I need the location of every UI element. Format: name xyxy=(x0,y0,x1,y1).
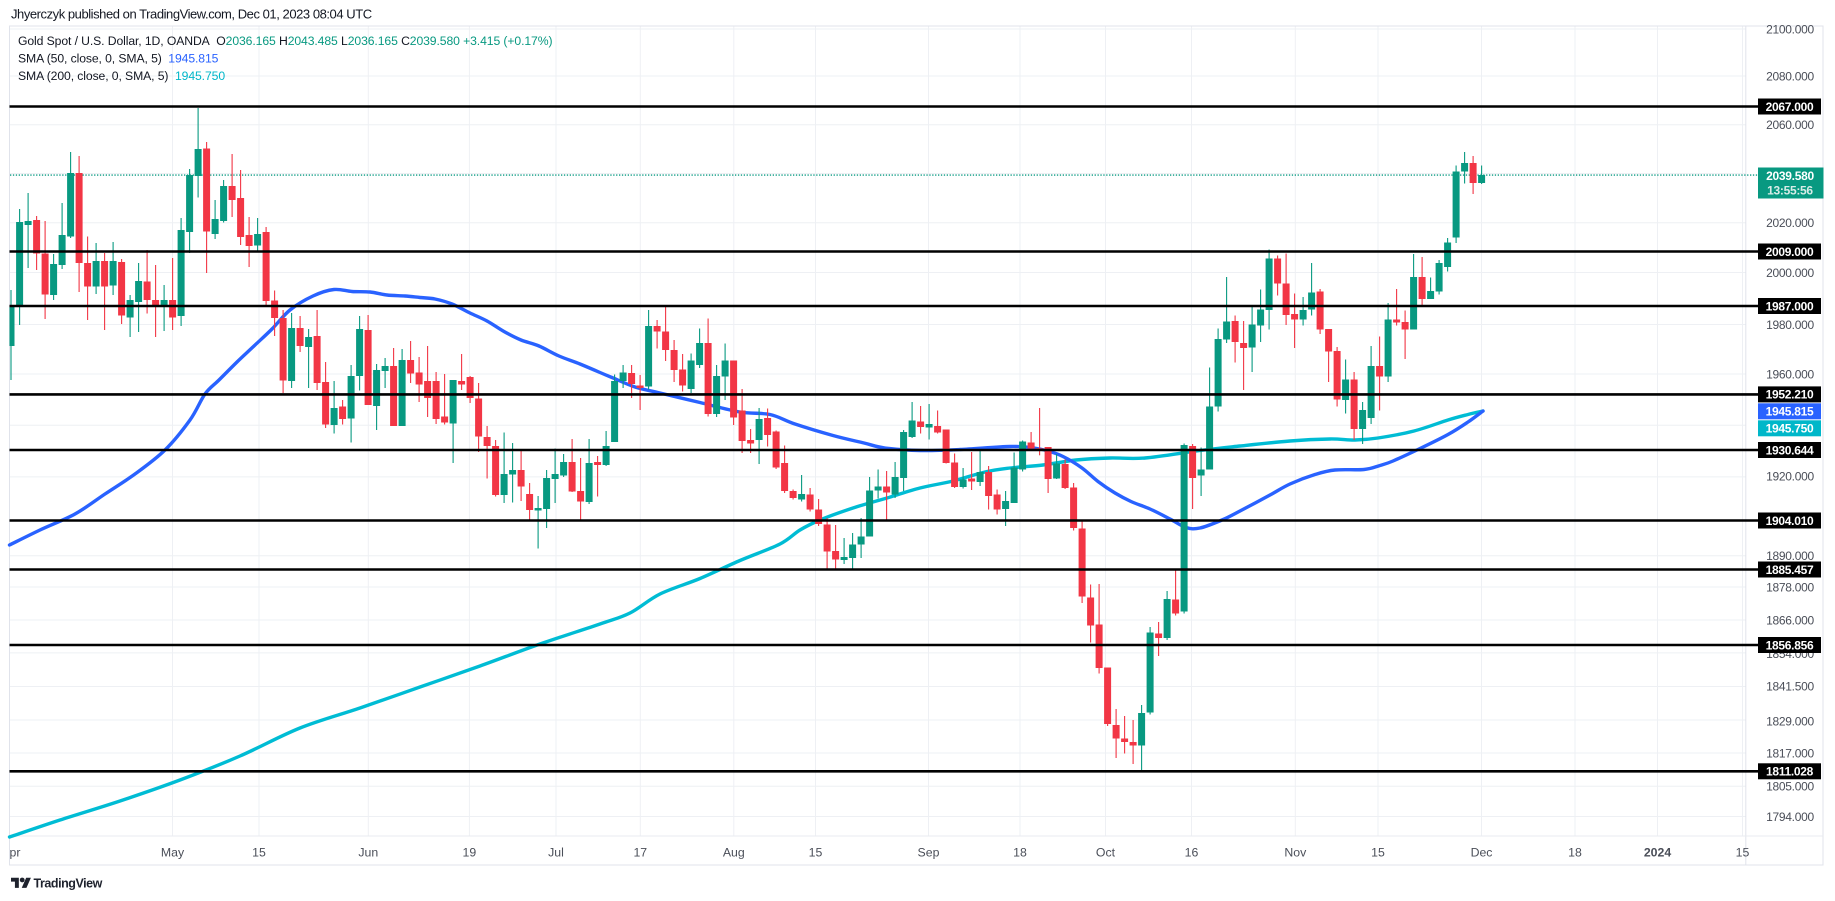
svg-text:1878.000: 1878.000 xyxy=(1766,580,1814,594)
svg-text:SMA (50, close, 0, SMA, 5) 19: SMA (50, close, 0, SMA, 5) 1945.815 xyxy=(18,52,219,66)
svg-text:1811.028: 1811.028 xyxy=(1766,765,1814,779)
svg-text:2100.000: 2100.000 xyxy=(1766,22,1814,36)
svg-text:16: 16 xyxy=(1185,846,1199,860)
svg-text:15: 15 xyxy=(252,846,266,860)
svg-text:1794.000: 1794.000 xyxy=(1766,810,1814,824)
svg-text:Gold Spot / U.S. Dollar, 1D, O: Gold Spot / U.S. Dollar, 1D, OANDA O2036… xyxy=(18,34,552,48)
svg-text:1987.000: 1987.000 xyxy=(1766,299,1814,313)
svg-text:1841.500: 1841.500 xyxy=(1766,680,1814,694)
svg-text:2020.000: 2020.000 xyxy=(1766,216,1814,230)
svg-text:13:55:56: 13:55:56 xyxy=(1767,184,1813,198)
svg-text:1866.000: 1866.000 xyxy=(1766,613,1814,627)
svg-text:18: 18 xyxy=(1013,846,1027,860)
svg-text:15: 15 xyxy=(1371,846,1385,860)
svg-text:2009.000: 2009.000 xyxy=(1766,245,1814,259)
svg-text:1945.815: 1945.815 xyxy=(1766,405,1814,419)
svg-text:1904.010: 1904.010 xyxy=(1766,514,1814,528)
svg-text:Nov: Nov xyxy=(1284,846,1307,860)
svg-text:1817.000: 1817.000 xyxy=(1766,746,1814,760)
svg-text:2080.000: 2080.000 xyxy=(1766,69,1814,83)
svg-text:15: 15 xyxy=(809,846,823,860)
svg-text:Jul: Jul xyxy=(548,846,564,860)
svg-text:Jhyerczyk published on Trading: Jhyerczyk published on TradingView.com, … xyxy=(11,7,372,22)
svg-text:2000.000: 2000.000 xyxy=(1766,266,1814,280)
svg-text:2024: 2024 xyxy=(1644,846,1672,860)
svg-text:17: 17 xyxy=(633,846,647,860)
svg-text:Dec: Dec xyxy=(1471,846,1493,860)
svg-text:SMA (200, close, 0, SMA, 5) 1: SMA (200, close, 0, SMA, 5) 1945.750 xyxy=(18,69,225,83)
svg-text:18: 18 xyxy=(1568,846,1582,860)
svg-text:1856.856: 1856.856 xyxy=(1766,638,1814,652)
svg-text:1960.000: 1960.000 xyxy=(1766,367,1814,381)
svg-text:2067.000: 2067.000 xyxy=(1766,100,1814,114)
svg-text:1980.000: 1980.000 xyxy=(1766,318,1814,332)
svg-text:TradingView: TradingView xyxy=(34,877,103,891)
svg-text:15: 15 xyxy=(1736,846,1750,860)
svg-text:May: May xyxy=(161,846,185,860)
svg-text:1805.000: 1805.000 xyxy=(1766,779,1814,793)
svg-text:1920.000: 1920.000 xyxy=(1766,469,1814,483)
svg-text:1945.750: 1945.750 xyxy=(1766,422,1814,436)
svg-text:pr: pr xyxy=(10,846,21,860)
svg-text:Aug: Aug xyxy=(723,846,745,860)
svg-text:Sep: Sep xyxy=(918,846,940,860)
svg-text:1890.000: 1890.000 xyxy=(1766,549,1814,563)
svg-text:2060.000: 2060.000 xyxy=(1766,118,1814,132)
svg-text:Jun: Jun xyxy=(358,846,378,860)
svg-text:1952.210: 1952.210 xyxy=(1766,388,1814,402)
svg-text:19: 19 xyxy=(463,846,477,860)
svg-text:1930.644: 1930.644 xyxy=(1766,443,1814,457)
svg-text:1829.000: 1829.000 xyxy=(1766,714,1814,728)
svg-text:1885.457: 1885.457 xyxy=(1766,563,1814,577)
svg-text:2039.580: 2039.580 xyxy=(1766,169,1814,183)
svg-text:Oct: Oct xyxy=(1096,846,1116,860)
